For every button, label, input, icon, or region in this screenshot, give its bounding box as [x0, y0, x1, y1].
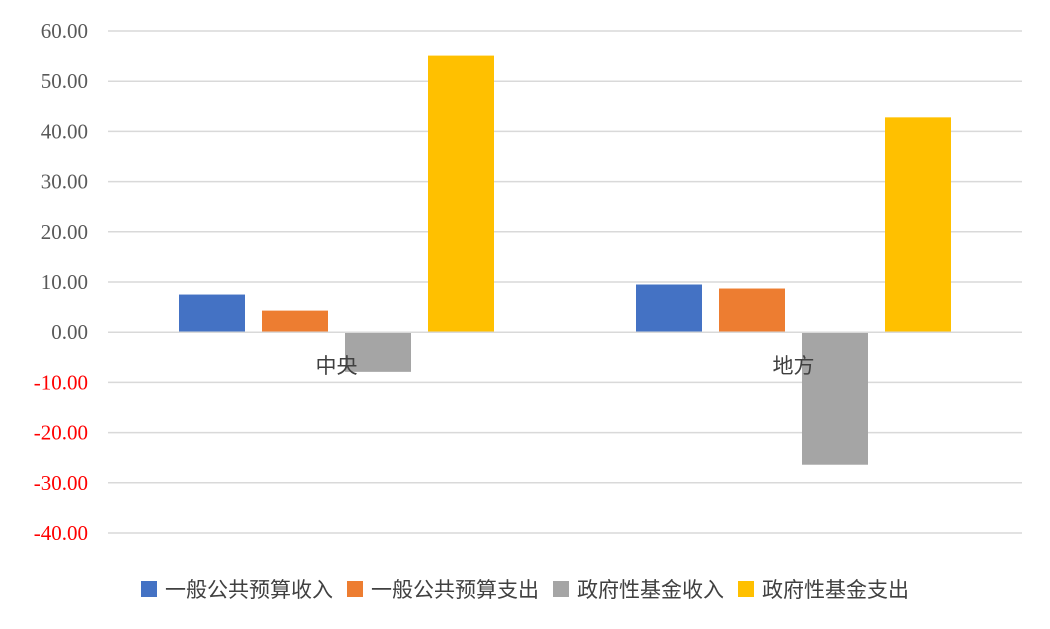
y-tick-label: 40.00: [41, 119, 88, 143]
legend-label: 政府性基金收入: [577, 578, 724, 602]
legend-item: 一般公共预算收入: [141, 578, 333, 602]
legend: 一般公共预算收入 一般公共预算支出 政府性基金收入 政府性基金支出: [141, 578, 909, 602]
bar: [719, 288, 785, 333]
bar: [428, 55, 494, 333]
gridlines: [108, 30, 1022, 534]
legend-label: 政府性基金支出: [762, 578, 909, 602]
legend-item: 一般公共预算支出: [347, 578, 539, 602]
bar: [262, 310, 328, 333]
y-tick-label: 10.00: [41, 270, 88, 294]
bar: [345, 332, 411, 372]
y-tick-label: 30.00: [41, 170, 88, 194]
y-tick-label: 20.00: [41, 220, 88, 244]
y-tick-label: 60.00: [41, 19, 88, 43]
legend-item: 政府性基金收入: [553, 578, 724, 602]
bar: [636, 284, 702, 333]
y-tick-label: 0.00: [51, 320, 88, 344]
legend-swatch: [553, 581, 569, 597]
legend-swatch: [738, 581, 754, 597]
legend-label: 一般公共预算支出: [371, 578, 539, 602]
y-tick-label: -30.00: [34, 471, 88, 495]
x-category-label: 地方: [773, 354, 815, 378]
bar: [802, 332, 868, 465]
y-tick-label: -10.00: [34, 370, 88, 394]
bar: [885, 117, 951, 333]
legend-swatch: [141, 581, 157, 597]
legend-swatch: [347, 581, 363, 597]
x-category-label: 中央: [316, 354, 358, 378]
y-tick-label: -40.00: [34, 521, 88, 545]
y-axis-ticks: 60.00 50.00 40.00 30.00 20.00 10.00 0.00 -10.00…: [34, 19, 88, 545]
legend-label: 一般公共预算收入: [165, 578, 333, 602]
y-tick-label: 50.00: [41, 69, 88, 93]
legend-item: 政府性基金支出: [738, 578, 909, 602]
x-axis-categories: 中央 地方: [316, 354, 815, 378]
y-tick-label: -20.00: [34, 421, 88, 445]
bar: [179, 294, 245, 333]
bars: [108, 55, 1022, 465]
